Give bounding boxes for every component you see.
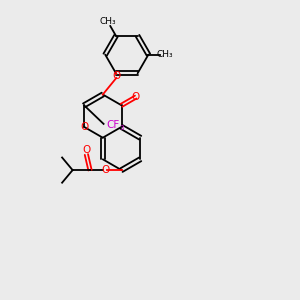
Text: CF: CF xyxy=(106,120,119,130)
Text: O: O xyxy=(80,122,88,132)
Text: CH₃: CH₃ xyxy=(157,50,173,59)
Text: O: O xyxy=(82,145,91,155)
Text: O: O xyxy=(101,165,109,175)
Text: O: O xyxy=(132,92,140,102)
Text: CH₃: CH₃ xyxy=(99,17,116,26)
Text: 3: 3 xyxy=(119,125,124,131)
Text: O: O xyxy=(112,71,120,81)
